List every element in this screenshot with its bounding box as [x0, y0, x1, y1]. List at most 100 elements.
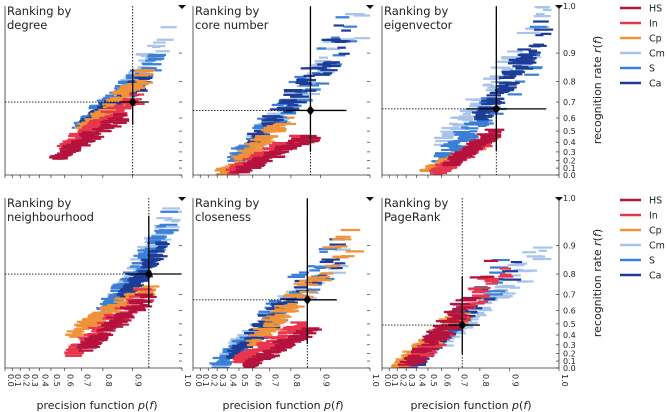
legends-layer: HS In Cp Cm S Ca HS In Cp Cm S Ca	[620, 4, 665, 282]
x-tick-label: 0.1	[201, 374, 210, 387]
legend-label-hs: HS	[649, 196, 662, 207]
x-axis-label-open: (	[331, 399, 335, 412]
y-axis-label-close: )	[591, 229, 604, 233]
data-segments	[419, 6, 554, 175]
x-axis-label: precision function p(f)	[222, 399, 343, 412]
legend-label-ca: Ca	[649, 79, 661, 90]
panel-title-line2: PageRank	[384, 210, 441, 224]
y-tick-label: 0.4	[563, 331, 576, 340]
x-axis-label: precision function p(f)	[410, 399, 531, 412]
mean-marker	[144, 269, 153, 280]
x-tick-label: 0.7	[82, 374, 91, 387]
x-tick-label: 0.6	[66, 374, 75, 387]
legend-1: HS In Cp Cm S Ca	[620, 4, 665, 90]
x-axis-label-var: p	[323, 399, 331, 412]
x-tick-label: 0.5	[240, 374, 249, 387]
y-tick-label: 0.2	[563, 349, 576, 358]
panel-title-line1: Ranking by	[195, 4, 259, 18]
legend-label-in: In	[649, 211, 658, 222]
panel-title-line2: closeness	[195, 210, 251, 224]
y-tick-label: 0.9	[563, 49, 576, 58]
legend-label-hs: HS	[649, 4, 662, 15]
x-tick-label: 0.0	[194, 374, 203, 387]
x-tick-label: 0.8	[481, 374, 490, 387]
x-tick-label: 0.6	[254, 374, 263, 387]
x-tick-label: 0.9	[322, 374, 331, 387]
y-axis-label-prefix: recognition rate	[591, 53, 604, 144]
panel-closeness: 0.00.1 0.2 0.3 0.4 0.5 0.6 0.7 0.8 0.9 1.0 Ranking…	[192, 196, 380, 387]
top-marker-icon	[178, 197, 186, 201]
y-axis-label-open: (	[591, 237, 604, 241]
y-axis-label: recognition rate r(f)	[591, 36, 604, 144]
x-axis-label-open: (	[145, 399, 149, 412]
y-tick-label: 0.6	[563, 114, 576, 123]
y-tick-label: 0.3	[563, 148, 576, 157]
panel-title-line1: Ranking by	[384, 196, 448, 210]
x-tick-label: 0.5	[429, 374, 438, 387]
x-axis-label-prefix: precision function	[410, 399, 512, 412]
y-axis-label: recognition rate r(f)	[591, 229, 604, 337]
x-tick-label: 0.4	[417, 374, 426, 387]
y-tick-label: 0.1	[563, 357, 576, 366]
y-axis-label-arg: f	[591, 38, 604, 44]
data-segments	[64, 207, 182, 357]
mean-marker	[492, 103, 501, 114]
x-tick-label: 1.0	[560, 374, 569, 387]
x-tick-label: 0.0	[383, 374, 392, 387]
x-axis-label-var: p	[511, 399, 519, 412]
x-tick-label: 1.0	[371, 374, 380, 387]
legend-label-ca: Ca	[649, 271, 661, 282]
x-axis-label-arg: f	[335, 399, 341, 412]
y-tick-label: 0.0	[563, 171, 576, 180]
y-tick-label: 1.0	[563, 194, 576, 203]
legend-2: HS In Cp Cm S Ca	[620, 196, 665, 282]
panel-neighbourhood: 0.00.1 0.2 0.3 0.4 0.5 0.6 0.7 0.8 0.9 1.0 Ranking…	[4, 196, 192, 387]
panel-title-line2: degree	[7, 18, 47, 32]
panel-title-line2: core number	[195, 18, 269, 32]
legend-label-cm: Cm	[649, 49, 665, 60]
data-segments	[48, 26, 177, 160]
legend-label-s: S	[649, 64, 655, 75]
x-tick-label: 0.7	[459, 374, 468, 387]
x-tick-label: 1.0	[183, 374, 192, 387]
data-segments	[209, 228, 365, 368]
y-tick-label: 0.8	[563, 270, 576, 279]
mean-marker	[306, 105, 315, 116]
y-axis-label-close: )	[591, 36, 604, 40]
legend-label-cp: Cp	[649, 34, 662, 45]
y-tick-label: 0.9	[563, 241, 576, 250]
x-tick-label: 0.2	[398, 374, 407, 387]
x-tick-label: 0.3	[30, 374, 39, 387]
legend-label-cm: Cm	[649, 241, 665, 252]
y-tick-label: 0.5	[563, 127, 576, 136]
panel-pagerank: 0.00.10.20.30.40.50.60.70.80.91.00.00.1 0…	[381, 194, 576, 387]
x-tick-label: 0.3	[218, 374, 227, 387]
x-tick-label: 0.3	[407, 374, 416, 387]
mean-marker	[303, 294, 312, 305]
top-marker-icon	[555, 197, 563, 201]
x-axis-label-arg: f	[523, 399, 529, 412]
y-tick-label: 0.7	[563, 291, 576, 300]
panel-title-line1: Ranking by	[7, 4, 71, 18]
x-tick-label: 0.1	[390, 374, 399, 387]
mean-marker	[458, 320, 467, 331]
panel-title-line1: Ranking by	[384, 4, 448, 18]
top-marker-icon	[366, 5, 374, 9]
x-tick-label: 0.7	[270, 374, 279, 387]
x-axis-label-var: p	[137, 399, 145, 412]
y-tick-label: 0.5	[563, 320, 576, 329]
y-axis-label-var: r	[591, 240, 604, 246]
x-axis-label-close: )	[527, 399, 531, 412]
y-tick-label: 1.0	[563, 2, 576, 11]
y-tick-label: 0.1	[563, 164, 576, 173]
legend-label-cp: Cp	[649, 226, 662, 237]
x-axis-label-close: )	[153, 399, 157, 412]
x-tick-label: 0.4	[228, 374, 237, 387]
x-axis-label-open: (	[519, 399, 523, 412]
x-tick-label: 0.8	[104, 374, 113, 387]
x-tick-label: 0.4	[40, 374, 49, 387]
x-tick-label: 0.1	[13, 374, 22, 387]
legend-label-s: S	[649, 256, 655, 267]
